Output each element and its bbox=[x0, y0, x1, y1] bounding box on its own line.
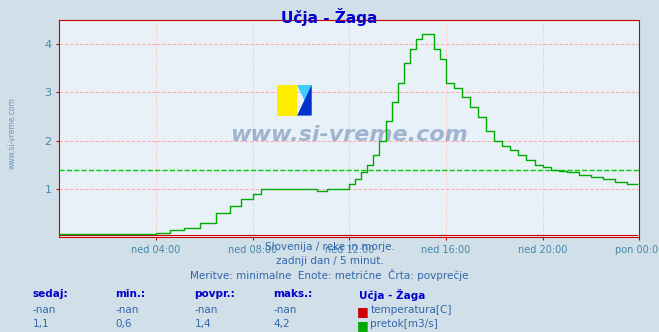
Polygon shape bbox=[297, 85, 312, 116]
Text: -nan: -nan bbox=[273, 305, 297, 315]
FancyBboxPatch shape bbox=[277, 85, 297, 116]
Text: -nan: -nan bbox=[194, 305, 217, 315]
Text: min.:: min.: bbox=[115, 289, 146, 299]
Text: Učja - Žaga: Učja - Žaga bbox=[359, 289, 426, 301]
Text: Učja - Žaga: Učja - Žaga bbox=[281, 8, 378, 26]
Polygon shape bbox=[297, 85, 312, 116]
Text: Meritve: minimalne  Enote: metrične  Črta: povprečje: Meritve: minimalne Enote: metrične Črta:… bbox=[190, 269, 469, 281]
Text: ■: ■ bbox=[357, 319, 368, 332]
Text: pretok[m3/s]: pretok[m3/s] bbox=[370, 319, 438, 329]
Text: www.si-vreme.com: www.si-vreme.com bbox=[8, 97, 17, 169]
Text: temperatura[C]: temperatura[C] bbox=[370, 305, 452, 315]
Text: povpr.:: povpr.: bbox=[194, 289, 235, 299]
Text: Slovenija / reke in morje.: Slovenija / reke in morje. bbox=[264, 242, 395, 252]
Text: zadnji dan / 5 minut.: zadnji dan / 5 minut. bbox=[275, 256, 384, 266]
Text: 0,6: 0,6 bbox=[115, 319, 132, 329]
Text: -nan: -nan bbox=[33, 305, 56, 315]
Text: 1,4: 1,4 bbox=[194, 319, 211, 329]
Text: 4,2: 4,2 bbox=[273, 319, 290, 329]
Text: -nan: -nan bbox=[115, 305, 138, 315]
Text: 1,1: 1,1 bbox=[33, 319, 49, 329]
Text: ■: ■ bbox=[357, 305, 368, 318]
Text: maks.:: maks.: bbox=[273, 289, 313, 299]
Text: www.si-vreme.com: www.si-vreme.com bbox=[231, 125, 468, 145]
Text: sedaj:: sedaj: bbox=[33, 289, 69, 299]
